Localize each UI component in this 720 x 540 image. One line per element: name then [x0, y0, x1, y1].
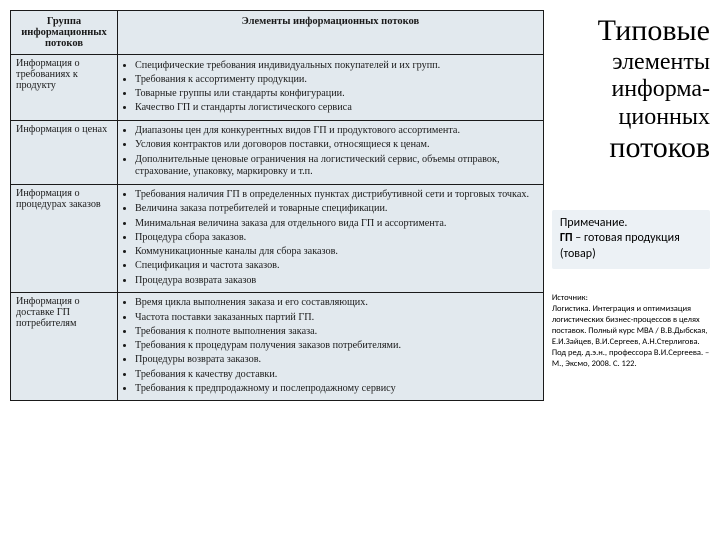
list-item: Требования к процедурам получения заказо…: [135, 340, 538, 353]
group-cell: Информация о процедурах заказов: [11, 184, 118, 292]
list-item: Процедуры возврата заказов.: [135, 354, 538, 367]
list-item: Время цикла выполнения заказа и его сост…: [135, 297, 538, 310]
list-item: Частота поставки заказанных партий ГП.: [135, 312, 538, 325]
note-abbrev: ГП: [560, 231, 573, 245]
col-header-group: Группа информационных потоков: [11, 11, 118, 55]
items-list: Требования наличия ГП в определенных пун…: [123, 189, 538, 287]
table-container: Группа информационных потоков Элементы и…: [10, 10, 544, 401]
list-item: Условия контрактов или договоров поставк…: [135, 139, 538, 152]
group-cell: Информация о ценах: [11, 120, 118, 184]
group-cell: Информация о требованиях к продукту: [11, 55, 118, 121]
list-item: Процедура сбора заказов.: [135, 232, 538, 245]
list-item: Дополнительные ценовые ограничения на ло…: [135, 154, 538, 180]
items-cell: Требования наличия ГП в определенных пун…: [118, 184, 544, 292]
list-item: Товарные группы или стандарты конфигурац…: [135, 88, 538, 101]
list-item: Специфические требования индивидуальных …: [135, 60, 538, 73]
items-cell: Время цикла выполнения заказа и его сост…: [118, 292, 544, 400]
note-box: Примечание. ГП – готовая продукция (това…: [552, 210, 710, 269]
list-item: Качество ГП и стандарты логистического с…: [135, 102, 538, 115]
list-item: Требования к полноте выполнения заказа.: [135, 326, 538, 339]
table-row: Информация о процедурах заказов Требовани…: [11, 184, 544, 292]
list-item: Минимальная величина заказа для отдельно…: [135, 218, 538, 231]
side-panel: Типовые элементы информа- ционных потоко…: [552, 10, 710, 401]
info-flows-table: Группа информационных потоков Элементы и…: [10, 10, 544, 401]
list-item: Требования к предпродажному и послепрода…: [135, 383, 538, 396]
list-item: Требования к качеству доставки.: [135, 369, 538, 382]
source-citation: Источник: Логистика. Интеграция и оптими…: [552, 293, 710, 370]
items-cell: Диапазоны цен для конкурентных видов ГП …: [118, 120, 544, 184]
list-item: Диапазоны цен для конкурентных видов ГП …: [135, 125, 538, 138]
list-item: Величина заказа потребителей и товарные …: [135, 203, 538, 216]
group-cell: Информация о доставке ГП потребителям: [11, 292, 118, 400]
items-list: Время цикла выполнения заказа и его сост…: [123, 297, 538, 395]
table-row: Информация о ценах Диапазоны цен для конк…: [11, 120, 544, 184]
items-list: Специфические требования индивидуальных …: [123, 60, 538, 116]
note-label: Примечание.: [560, 216, 628, 230]
list-item: Коммуникационные каналы для сбора заказо…: [135, 246, 538, 259]
page-title: Типовые элементы информа- ционных потоко…: [552, 14, 710, 166]
list-item: Спецификация и частота заказов.: [135, 260, 538, 273]
table-row: Информация о требованиях к продукту Специ…: [11, 55, 544, 121]
list-item: Требования наличия ГП в определенных пун…: [135, 189, 538, 202]
list-item: Процедура возврата заказов: [135, 275, 538, 288]
col-header-elements: Элементы информационных потоков: [118, 11, 544, 55]
note-def: – готовая продукция (товар): [560, 231, 680, 261]
list-item: Требования к ассортименту продукции.: [135, 74, 538, 87]
items-cell: Специфические требования индивидуальных …: [118, 55, 544, 121]
items-list: Диапазоны цен для конкурентных видов ГП …: [123, 125, 538, 179]
table-row: Информация о доставке ГП потребителям Вре…: [11, 292, 544, 400]
